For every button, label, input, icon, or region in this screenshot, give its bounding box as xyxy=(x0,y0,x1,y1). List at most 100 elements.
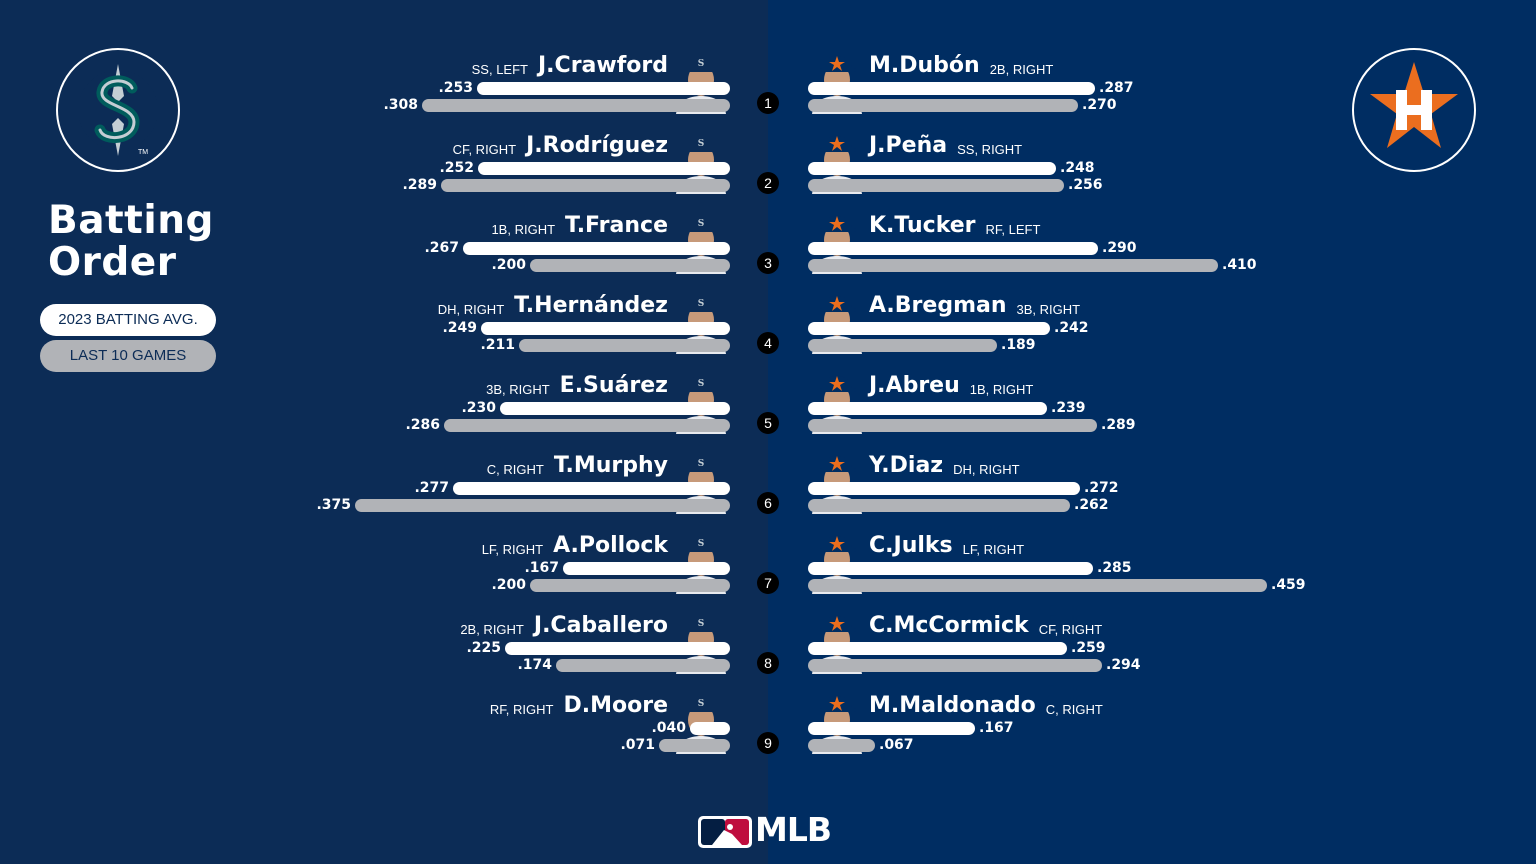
player-position: CF, RIGHT xyxy=(1038,622,1103,637)
player-position: DH, RIGHT xyxy=(953,462,1020,477)
bar-last-10 xyxy=(808,499,1070,512)
player-name: J.Caballero xyxy=(533,613,668,638)
bar-last-10 xyxy=(444,419,730,432)
bar-last-10 xyxy=(422,99,730,112)
value-label-last-10: .459 xyxy=(1271,577,1306,593)
bar-avg xyxy=(808,162,1056,175)
legend-last-10-games: LAST 10 GAMES xyxy=(40,340,216,372)
player-name: J.Abreu xyxy=(869,373,960,398)
bar-avg xyxy=(808,642,1067,655)
player-name: T.France xyxy=(565,213,668,238)
value-label-last-10: .189 xyxy=(1001,337,1036,353)
player-name: T.Hernández xyxy=(514,293,668,318)
svg-text:S: S xyxy=(698,299,705,309)
value-label-avg: .040 xyxy=(651,720,686,736)
player-position: C, RIGHT xyxy=(1045,702,1103,717)
player-name: A.Bregman xyxy=(869,293,1007,318)
value-label-avg: .253 xyxy=(438,80,473,96)
value-label-avg: .242 xyxy=(1054,320,1089,336)
player-position: 3B, RIGHT xyxy=(1016,302,1081,317)
bar-last-10 xyxy=(659,739,730,752)
value-label-avg: .290 xyxy=(1102,240,1137,256)
value-label-last-10: .067 xyxy=(879,737,914,753)
bar-avg xyxy=(563,562,730,575)
bar-last-10 xyxy=(519,339,730,352)
player-position: 1B, RIGHT xyxy=(491,222,556,237)
bar-last-10 xyxy=(808,339,997,352)
bar-avg xyxy=(478,162,730,175)
svg-text:S: S xyxy=(698,539,705,549)
svg-text:S: S xyxy=(698,619,705,629)
svg-text:S: S xyxy=(698,139,705,149)
bar-last-10 xyxy=(808,99,1078,112)
mlb-wordmark: MLB xyxy=(755,810,832,849)
value-label-avg: .277 xyxy=(414,480,449,496)
value-label-last-10: .294 xyxy=(1106,657,1141,673)
legend-2023-batting-avg: 2023 BATTING AVG. xyxy=(40,304,216,336)
bar-avg xyxy=(481,322,730,335)
mlb-logo-icon xyxy=(698,816,752,848)
value-label-avg: .259 xyxy=(1071,640,1106,656)
player-position: LF, RIGHT xyxy=(962,542,1025,557)
bar-last-10 xyxy=(530,259,730,272)
player-name: K.Tucker xyxy=(869,213,976,238)
player-name: M.Maldonado xyxy=(869,693,1036,718)
value-label-avg: .252 xyxy=(439,160,474,176)
title-line-2: Order xyxy=(48,240,177,285)
value-label-last-10: .256 xyxy=(1068,177,1103,193)
player-name: D.Moore xyxy=(563,693,668,718)
value-label-last-10: .410 xyxy=(1222,257,1257,273)
batting-order-number: 4 xyxy=(757,332,779,354)
player-name: J.Rodríguez xyxy=(526,133,668,158)
bar-last-10 xyxy=(808,179,1064,192)
bar-last-10 xyxy=(808,579,1267,592)
player-position: 1B, RIGHT xyxy=(969,382,1034,397)
player-name: A.Pollock xyxy=(553,533,668,558)
value-label-avg: .287 xyxy=(1099,80,1134,96)
batting-order-number: 1 xyxy=(757,92,779,114)
bar-avg xyxy=(808,402,1047,415)
value-label-last-10: .174 xyxy=(517,657,552,673)
value-label-avg: .239 xyxy=(1051,400,1086,416)
bar-last-10 xyxy=(530,579,730,592)
value-label-avg: .167 xyxy=(979,720,1014,736)
bar-last-10 xyxy=(808,659,1102,672)
batting-order-number: 2 xyxy=(757,172,779,194)
bar-avg xyxy=(808,482,1080,495)
player-position: RF, LEFT xyxy=(985,222,1041,237)
svg-text:S: S xyxy=(698,699,705,709)
bar-last-10 xyxy=(441,179,730,192)
player-name: C.Julks xyxy=(869,533,953,558)
star-h-icon xyxy=(1370,62,1458,148)
player-name: C.McCormick xyxy=(869,613,1029,638)
bar-avg xyxy=(808,82,1095,95)
player-name: T.Murphy xyxy=(553,453,668,478)
bar-avg xyxy=(808,562,1093,575)
batting-order-number: 5 xyxy=(757,412,779,434)
player-name: Y.Diaz xyxy=(869,453,944,478)
value-label-last-10: .375 xyxy=(316,497,351,513)
player-name: J.Crawford xyxy=(538,53,668,78)
value-label-last-10: .289 xyxy=(402,177,437,193)
batting-order-number: 7 xyxy=(757,572,779,594)
value-label-avg: .248 xyxy=(1060,160,1095,176)
svg-text:S: S xyxy=(698,459,705,469)
player-position: 3B, RIGHT xyxy=(486,382,550,397)
compass-s-icon: TM xyxy=(78,64,158,156)
bar-last-10 xyxy=(808,739,875,752)
bar-last-10 xyxy=(355,499,730,512)
bar-avg xyxy=(453,482,730,495)
player-position: 2B, RIGHT xyxy=(989,62,1054,77)
bar-last-10 xyxy=(556,659,730,672)
player-position: DH, RIGHT xyxy=(437,302,505,317)
svg-text:S: S xyxy=(698,219,705,229)
player-position: 2B, RIGHT xyxy=(460,622,524,637)
bar-avg xyxy=(477,82,730,95)
value-label-avg: .230 xyxy=(461,400,496,416)
player-position: SS, RIGHT xyxy=(957,142,1023,157)
player-position: C, RIGHT xyxy=(486,462,544,477)
player-position: RF, RIGHT xyxy=(489,702,554,717)
value-label-last-10: .270 xyxy=(1082,97,1117,113)
bar-avg xyxy=(808,242,1098,255)
bar-last-10 xyxy=(808,259,1218,272)
